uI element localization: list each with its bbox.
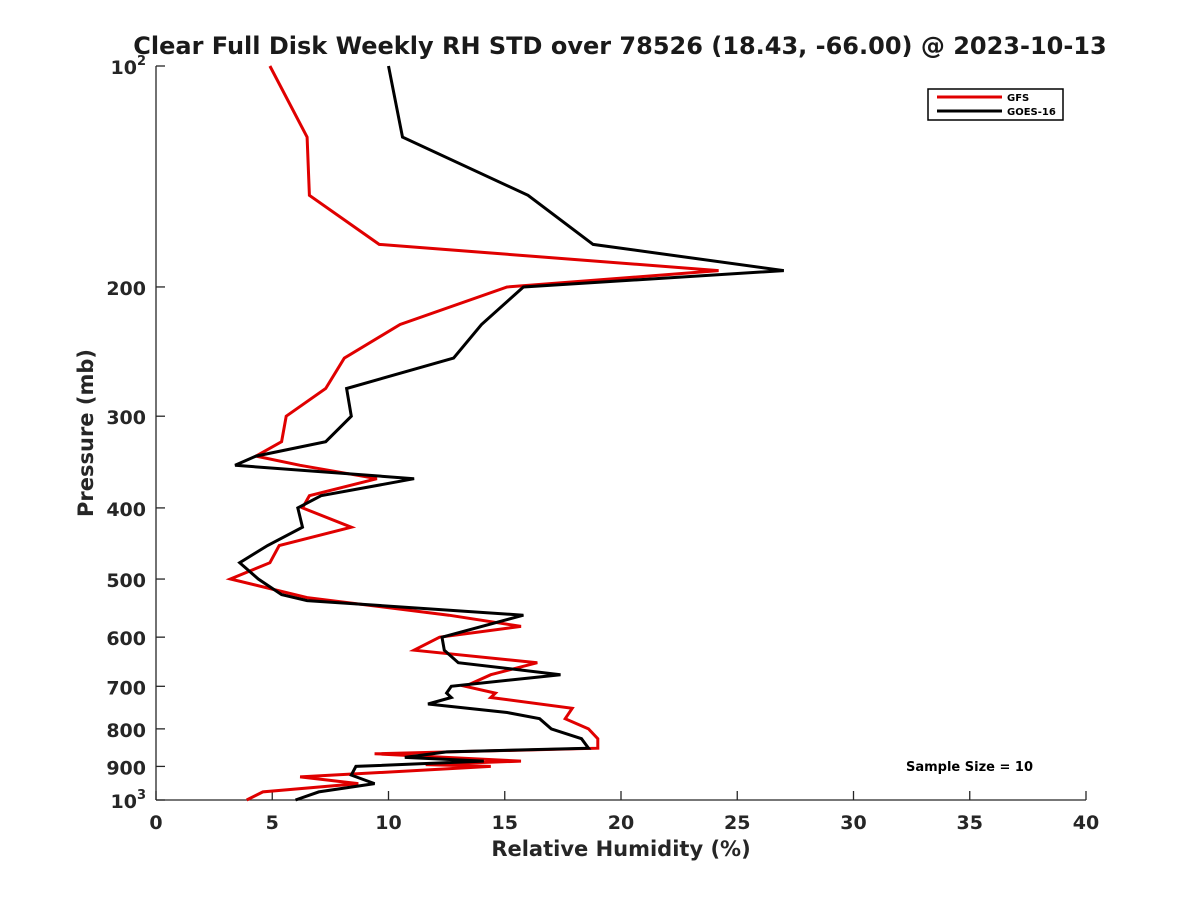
y-tick-base: 10 <box>111 57 137 79</box>
legend-label: GOES-16 <box>1007 107 1056 118</box>
y-tick-label: 700 <box>106 677 146 699</box>
y-tick-label: 300 <box>106 407 146 429</box>
x-tick-label: 10 <box>375 812 401 834</box>
series-layer <box>225 65 785 802</box>
y-tick-label: 400 <box>106 499 146 521</box>
y-tick-label: 800 <box>106 720 146 742</box>
sample-size-annotation: Sample Size = 10 <box>906 760 1033 775</box>
y-tick-exponent: 2 <box>137 54 146 69</box>
x-tick-label: 15 <box>492 812 518 834</box>
x-tick-label: 25 <box>724 812 750 834</box>
y-tick-label: 500 <box>106 570 146 592</box>
x-tick-label: 0 <box>149 812 162 834</box>
x-tick-label: 40 <box>1073 812 1099 834</box>
y-tick-label: 900 <box>106 757 146 779</box>
y-tick-base: 10 <box>111 791 137 813</box>
x-tick-label: 20 <box>608 812 634 834</box>
x-tick-label: 35 <box>957 812 983 834</box>
y-axis-label: Pressure (mb) <box>74 349 98 517</box>
series-line-goes-16 <box>234 65 785 802</box>
legend-box <box>927 88 1064 121</box>
y-tick-label: 200 <box>106 278 146 300</box>
legend: GFS GOES-16 <box>927 88 1064 121</box>
axes <box>155 66 1086 801</box>
x-tick-label: 5 <box>266 812 279 834</box>
y-tick-label: 102 <box>111 54 147 79</box>
x-tick-label: 30 <box>840 812 866 834</box>
x-axis-label: Relative Humidity (%) <box>491 837 750 861</box>
y-tick-label: 103 <box>111 788 147 813</box>
x-ticks: 0 5 10 15 20 25 30 35 40 <box>149 791 1099 834</box>
y-tick-exponent: 3 <box>137 788 146 803</box>
legend-label: GFS <box>1007 93 1029 104</box>
y-tick-label: 600 <box>106 628 146 650</box>
series-line-gfs <box>225 65 719 802</box>
chart-title: Clear Full Disk Weekly RH STD over 78526… <box>133 32 1106 60</box>
